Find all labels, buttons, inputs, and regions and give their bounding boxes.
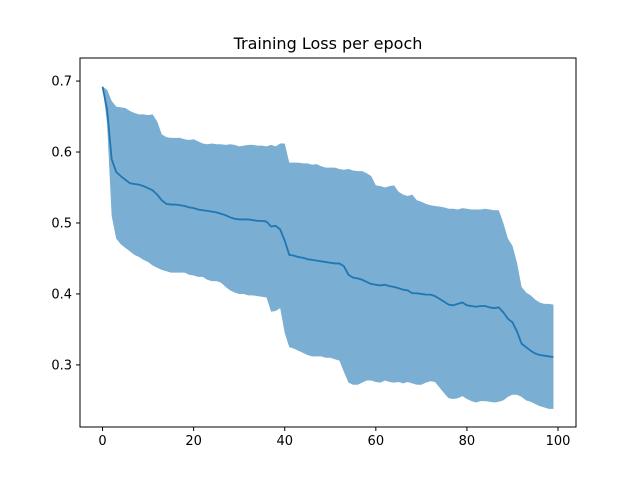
- loss-band: [102, 86, 554, 409]
- x-tick-label: 0: [98, 434, 106, 449]
- loss-mean-line: [101, 86, 554, 358]
- y-tick-label: 0.4: [51, 287, 72, 302]
- y-tick-label: 0.5: [51, 216, 72, 231]
- y-tick-label: 0.6: [51, 146, 72, 161]
- y-tick-label: 0.3: [51, 358, 72, 373]
- x-tick-label: 100: [546, 434, 571, 449]
- x-tick-label: 20: [185, 434, 202, 449]
- chart-title: Training Loss per epoch: [233, 34, 423, 53]
- y-tick-label: 0.7: [51, 75, 72, 90]
- x-tick-label: 40: [276, 434, 293, 449]
- x-tick-label: 60: [368, 434, 385, 449]
- axes: 0 20 40 60 80 100 0.3 0.4 0.5 0.6 0.7: [51, 57, 577, 449]
- x-tick-label: 80: [459, 434, 476, 449]
- plot-area: [101, 86, 554, 409]
- axes-frame: [79, 57, 577, 428]
